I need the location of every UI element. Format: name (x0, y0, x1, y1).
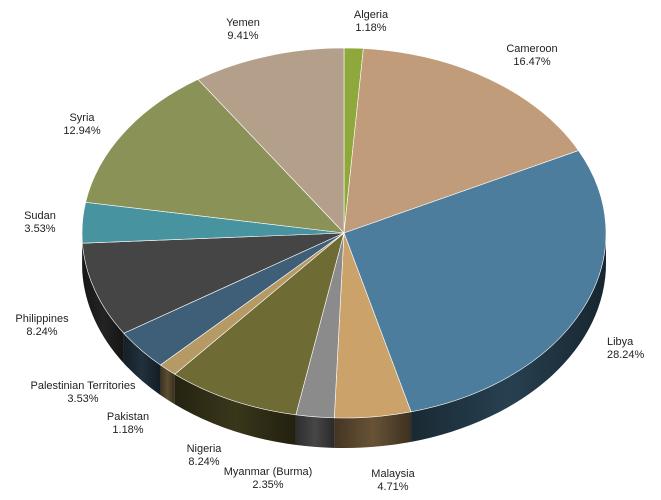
pie-slice-philippines (82, 232, 345, 334)
pie-side-shade-libya (411, 233, 606, 442)
slice-value-libya: 28.24% (607, 349, 645, 361)
slice-label-palestinian-territories: Palestinian Territories (31, 380, 136, 392)
slice-value-malaysia: 4.71% (377, 481, 408, 493)
pie-slice-syria (85, 79, 345, 234)
slice-label-libya: Libya (607, 336, 634, 348)
slice-value-palestinian-territories: 3.53% (67, 393, 98, 405)
slice-label-philippines: Philippines (15, 313, 69, 325)
slice-value-yemen: 9.41% (227, 30, 258, 42)
slice-label-syria: Syria (69, 112, 95, 124)
slice-value-cameroon: 16.47% (513, 56, 551, 68)
slice-label-pakistan: Pakistan (107, 411, 149, 423)
pie-slice-cameroon (343, 48, 580, 234)
slice-value-algeria: 1.18% (355, 22, 386, 34)
slice-label-nigeria: Nigeria (187, 443, 223, 455)
pie-side-shade-philippines (82, 243, 124, 364)
slice-label-malaysia: Malaysia (371, 468, 415, 480)
slice-value-nigeria: 8.24% (188, 456, 219, 468)
slice-value-philippines: 8.24% (26, 326, 57, 338)
slice-label-sudan: Sudan (24, 210, 56, 222)
pie-slice-libya (343, 150, 607, 413)
pie-side-shade-nigeria (174, 374, 296, 445)
slice-label-myanmar-burma: Myanmar (Burma) (224, 466, 313, 478)
pie-labels: Algeria1.18%Cameroon16.47%Libya28.24%Mal… (15, 9, 644, 493)
pie-sides (82, 233, 606, 449)
slice-label-cameroon: Cameroon (506, 43, 557, 55)
slice-value-pakistan: 1.18% (112, 424, 143, 436)
pie-side-shade-palestinian-territories (123, 333, 161, 395)
slice-value-syria: 12.94% (63, 125, 101, 137)
slice-label-yemen: Yemen (226, 17, 260, 29)
slice-value-myanmar-burma: 2.35% (252, 479, 283, 491)
pie-slice-nigeria (174, 232, 345, 416)
slice-value-sudan: 3.53% (24, 223, 55, 235)
slice-label-algeria: Algeria (354, 9, 389, 21)
pie-side-shade-malaysia (334, 411, 412, 449)
pie-side-shade-myanmar-burma (295, 414, 335, 448)
pie-tops (81, 47, 607, 419)
pie-side-shade-pakistan (160, 364, 175, 405)
pie-slice-yemen (197, 47, 345, 234)
